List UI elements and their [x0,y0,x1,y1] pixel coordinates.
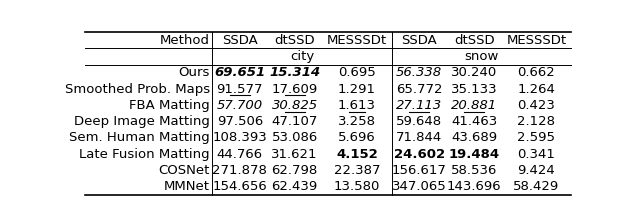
Text: 271.878: 271.878 [212,164,267,177]
Text: 97.506: 97.506 [216,115,263,128]
Text: 15.314: 15.314 [269,66,321,79]
Text: 58.429: 58.429 [513,180,559,193]
Text: 56.338: 56.338 [396,66,442,79]
Text: 35.133: 35.133 [451,83,497,95]
Text: snow: snow [464,50,499,63]
Text: 143.696: 143.696 [447,180,501,193]
Text: FBA Matting: FBA Matting [129,99,210,112]
Text: 3.258: 3.258 [338,115,376,128]
Text: 0.341: 0.341 [517,148,556,161]
Text: COSNet: COSNet [159,164,210,177]
Text: 0.662: 0.662 [518,66,555,79]
Text: 71.844: 71.844 [396,131,442,145]
Text: 53.086: 53.086 [271,131,318,145]
Text: SSDA: SSDA [401,34,437,47]
Text: 22.387: 22.387 [333,164,380,177]
Text: 31.621: 31.621 [271,148,318,161]
Text: 57.700: 57.700 [217,99,263,112]
Text: MMNet: MMNet [164,180,210,193]
Text: 156.617: 156.617 [392,164,447,177]
Text: 91.577: 91.577 [216,83,263,95]
Text: 69.651: 69.651 [214,66,266,79]
Text: Smoothed Prob. Maps: Smoothed Prob. Maps [65,83,210,95]
Text: 1.613: 1.613 [338,99,376,112]
Text: Sem. Human Matting: Sem. Human Matting [69,131,210,145]
Text: 13.580: 13.580 [333,180,380,193]
Text: 19.484: 19.484 [449,148,500,161]
Text: 108.393: 108.393 [212,131,267,145]
Text: 0.695: 0.695 [338,66,376,79]
Text: SSDA: SSDA [222,34,258,47]
Text: 43.689: 43.689 [451,131,497,145]
Text: 47.107: 47.107 [271,115,318,128]
Text: 2.128: 2.128 [517,115,556,128]
Text: 30.825: 30.825 [271,99,318,112]
Text: 62.439: 62.439 [271,180,318,193]
Text: Ours: Ours [179,66,210,79]
Text: 154.656: 154.656 [212,180,267,193]
Text: 4.152: 4.152 [336,148,378,161]
Text: 41.463: 41.463 [451,115,497,128]
Text: city: city [290,50,314,63]
Text: 9.424: 9.424 [518,164,555,177]
Text: 17.609: 17.609 [271,83,318,95]
Text: dtSSD: dtSSD [454,34,495,47]
Text: 5.696: 5.696 [338,131,376,145]
Text: 1.291: 1.291 [338,83,376,95]
Text: 58.536: 58.536 [451,164,497,177]
Text: Deep Image Matting: Deep Image Matting [74,115,210,128]
Text: 347.065: 347.065 [392,180,447,193]
Text: 65.772: 65.772 [396,83,442,95]
Text: 2.595: 2.595 [517,131,556,145]
Text: 0.423: 0.423 [517,99,556,112]
Text: Method: Method [160,34,210,47]
Text: Late Fusion Matting: Late Fusion Matting [79,148,210,161]
Text: 27.113: 27.113 [396,99,442,112]
Text: 24.602: 24.602 [394,148,445,161]
Text: MESSSDt: MESSSDt [506,34,566,47]
Text: MESSSDt: MESSSDt [327,34,387,47]
Text: 20.881: 20.881 [451,99,497,112]
Text: 62.798: 62.798 [271,164,318,177]
Text: 59.648: 59.648 [396,115,442,128]
Text: 30.240: 30.240 [451,66,497,79]
Text: 44.766: 44.766 [217,148,263,161]
Text: 1.264: 1.264 [517,83,556,95]
Text: dtSSD: dtSSD [275,34,315,47]
